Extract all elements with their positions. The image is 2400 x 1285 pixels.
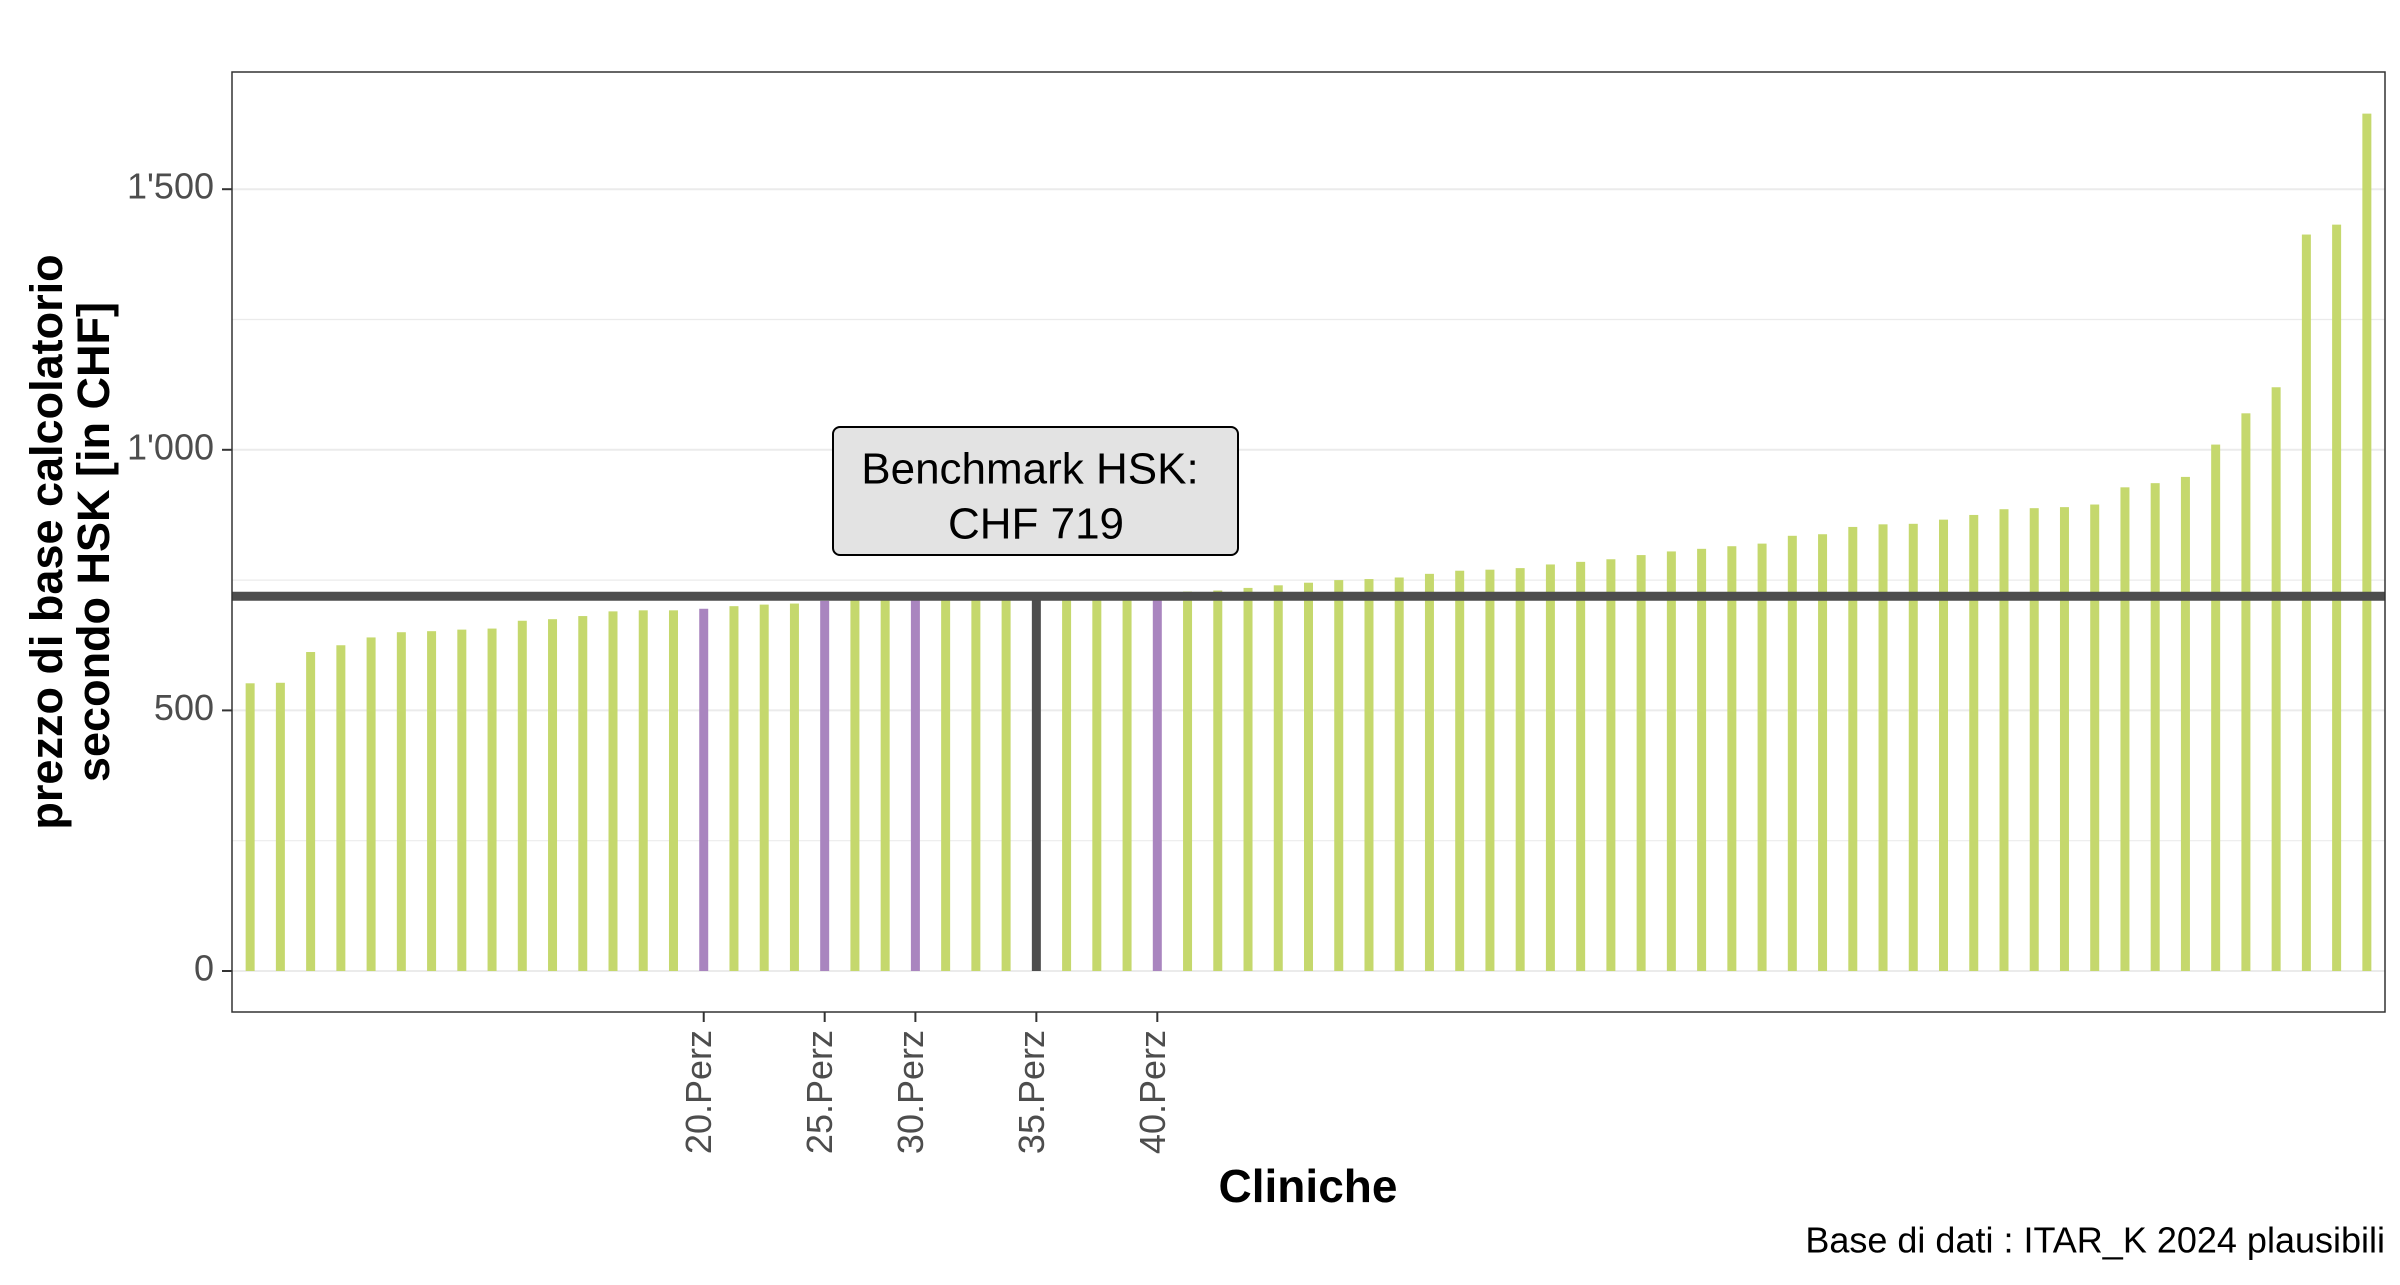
bar: [2120, 487, 2130, 971]
bar: [1908, 523, 1918, 971]
bar: [1969, 514, 1979, 971]
bar: [517, 620, 527, 971]
bar: [2029, 508, 2039, 971]
percentile-bar: [699, 608, 709, 971]
bar: [971, 597, 981, 971]
bar: [1999, 509, 2009, 971]
bar: [2211, 444, 2221, 971]
bar: [427, 631, 437, 971]
bar: [1818, 534, 1828, 971]
x-tick-label: 25.Perz: [799, 1030, 840, 1154]
plot-border: [231, 71, 2386, 1013]
x-axis-percentile-labels: 20.Perz 25.Perz 30.Perz 35.Perz 40.Perz: [678, 1012, 1173, 1154]
benchmark-label: Benchmark HSK: CHF 719: [832, 426, 1239, 556]
bar: [668, 610, 678, 971]
bar: [336, 645, 346, 971]
bar: [1878, 524, 1888, 971]
benchmark-percentile-bar: [1031, 597, 1041, 971]
bar: [306, 652, 316, 971]
bar: [608, 611, 618, 971]
bar: [1122, 594, 1132, 971]
bar: [1727, 546, 1737, 971]
bar: [638, 610, 648, 971]
bar: [1576, 561, 1586, 971]
bar: [2090, 504, 2100, 971]
bar: [880, 598, 890, 971]
y-axis-title-line-2: secondo HSK [in CHF]: [68, 302, 119, 782]
y-tick-label: 1'500: [127, 166, 214, 207]
bar: [1455, 570, 1465, 971]
bar: [2362, 113, 2372, 972]
bar: [578, 616, 588, 971]
x-tick-label: 30.Perz: [890, 1030, 931, 1154]
x-axis-title: Cliniche: [1219, 1160, 1398, 1212]
bar: [1092, 596, 1102, 971]
bar: [2241, 413, 2251, 971]
bar: [1848, 526, 1858, 971]
x-tick-label: 20.Perz: [678, 1030, 719, 1154]
bar: [2180, 476, 2190, 971]
bar: [1515, 568, 1525, 971]
bar: [941, 597, 951, 971]
bar: [1273, 585, 1283, 971]
bar: [1183, 591, 1193, 971]
bar: [1334, 580, 1344, 971]
bar: [1213, 590, 1223, 971]
y-axis: 0 500 1'000 1'500: [127, 166, 232, 989]
bar: [1485, 569, 1495, 971]
bar: [487, 628, 497, 971]
y-tick-label: 1'000: [127, 426, 214, 467]
benchmark-label-line-1: Benchmark HSK:: [861, 445, 1198, 494]
percentile-bar: [1152, 592, 1162, 971]
y-tick-label: 500: [154, 687, 214, 728]
bar: [1545, 564, 1555, 971]
bar: [2271, 387, 2281, 972]
x-tick-label: 35.Perz: [1011, 1030, 1052, 1154]
benchmark-label-line-2: CHF 719: [948, 500, 1124, 549]
bar: [1243, 587, 1253, 971]
bar: [366, 637, 376, 971]
bar: [1001, 597, 1011, 971]
percentile-bar: [910, 598, 920, 971]
bar: [1424, 573, 1434, 971]
bar: [1697, 548, 1707, 971]
bar: [2059, 507, 2069, 971]
benchmark-label-box: [832, 426, 1239, 556]
bar: [457, 629, 467, 971]
bar: [1364, 579, 1374, 971]
bar: [1757, 543, 1767, 971]
data-source-caption: Base di dati : ITAR_K 2024 plausibili: [1805, 1220, 2385, 1261]
bar: [245, 683, 255, 971]
bar: [850, 599, 860, 971]
bar: [1939, 519, 1949, 971]
bar: [548, 619, 558, 971]
bar: [1787, 535, 1797, 971]
bar: [275, 682, 285, 971]
bar: [1394, 577, 1404, 971]
bar: [1062, 596, 1072, 971]
x-tick-label: 40.Perz: [1132, 1030, 1173, 1154]
bar: [759, 604, 769, 971]
bar: [729, 606, 739, 971]
bar: [1304, 582, 1313, 971]
bars: [245, 113, 2372, 972]
y-tick-label: 0: [194, 948, 214, 989]
bar: [1666, 551, 1676, 971]
bar: [1606, 559, 1616, 971]
bar: [1636, 555, 1646, 971]
bar: [2301, 234, 2311, 971]
bar: [789, 603, 799, 971]
y-axis-title-line-1: prezzo di base calcolatorio: [21, 254, 72, 829]
percentile-bar: [820, 600, 830, 971]
bar: [396, 632, 406, 971]
bar: [2150, 483, 2160, 971]
